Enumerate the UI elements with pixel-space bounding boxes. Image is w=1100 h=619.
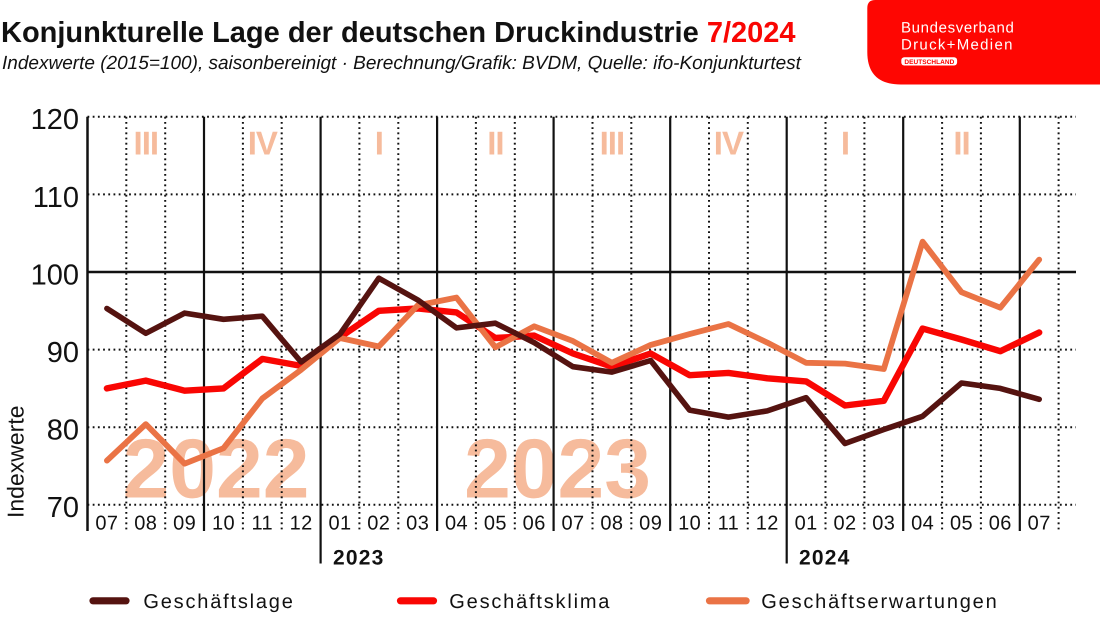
svg-text:Konjunkturelle Lage der deutsc: Konjunkturelle Lage der deutschen Drucki… <box>1 17 796 49</box>
svg-text:04: 04 <box>445 513 468 535</box>
svg-text:02: 02 <box>833 513 856 535</box>
svg-text:07: 07 <box>95 513 118 535</box>
svg-text:03: 03 <box>406 513 429 535</box>
svg-text:05: 05 <box>950 513 973 535</box>
svg-text:100: 100 <box>31 259 79 291</box>
svg-text:2022: 2022 <box>123 422 310 516</box>
svg-text:Geschäftslage: Geschäftslage <box>143 591 294 613</box>
svg-text:01: 01 <box>795 513 818 535</box>
svg-text:05: 05 <box>484 513 507 535</box>
svg-text:70: 70 <box>47 492 79 524</box>
svg-text:110: 110 <box>33 182 79 214</box>
svg-text:IV: IV <box>714 125 744 162</box>
svg-text:90: 90 <box>47 337 79 369</box>
svg-text:I: I <box>841 125 849 162</box>
svg-text:08: 08 <box>134 513 157 535</box>
svg-text:09: 09 <box>173 513 196 535</box>
svg-text:02: 02 <box>367 513 390 535</box>
svg-text:08: 08 <box>600 513 623 535</box>
svg-text:2024: 2024 <box>799 546 851 569</box>
svg-text:06: 06 <box>523 513 546 535</box>
svg-text:I: I <box>375 125 383 162</box>
svg-text:2023: 2023 <box>464 422 651 516</box>
svg-text:Indexwerte (2015=100), saisonb: Indexwerte (2015=100), saisonbereinigt ·… <box>2 53 802 74</box>
svg-text:11: 11 <box>718 513 740 535</box>
svg-text:07: 07 <box>1028 513 1051 535</box>
svg-text:10: 10 <box>678 513 701 535</box>
svg-text:09: 09 <box>639 513 662 535</box>
svg-text:Bundesverband: Bundesverband <box>901 20 1015 37</box>
svg-text:07: 07 <box>561 513 584 535</box>
svg-text:III: III <box>134 125 159 162</box>
svg-text:12: 12 <box>756 513 779 535</box>
svg-text:06: 06 <box>989 513 1012 535</box>
svg-text:Geschäftserwartungen: Geschäftserwartungen <box>761 591 998 613</box>
svg-text:Geschäftsklima: Geschäftsklima <box>449 591 611 613</box>
svg-text:IV: IV <box>248 125 278 162</box>
svg-text:01: 01 <box>328 513 351 535</box>
svg-text:Druck+Medien: Druck+Medien <box>901 37 1014 54</box>
svg-text:III: III <box>600 125 625 162</box>
svg-text:04: 04 <box>911 513 934 535</box>
svg-text:03: 03 <box>872 513 895 535</box>
svg-text:II: II <box>487 125 503 162</box>
svg-text:II: II <box>953 125 969 162</box>
svg-text:2023: 2023 <box>333 546 385 569</box>
svg-text:Indexwerte: Indexwerte <box>2 405 28 518</box>
svg-text:11: 11 <box>252 513 274 535</box>
svg-text:10: 10 <box>212 513 235 535</box>
svg-text:80: 80 <box>47 415 79 447</box>
svg-text:12: 12 <box>290 513 313 535</box>
svg-text:DEUTSCHLAND: DEUTSCHLAND <box>904 59 954 66</box>
svg-text:120: 120 <box>31 104 79 136</box>
